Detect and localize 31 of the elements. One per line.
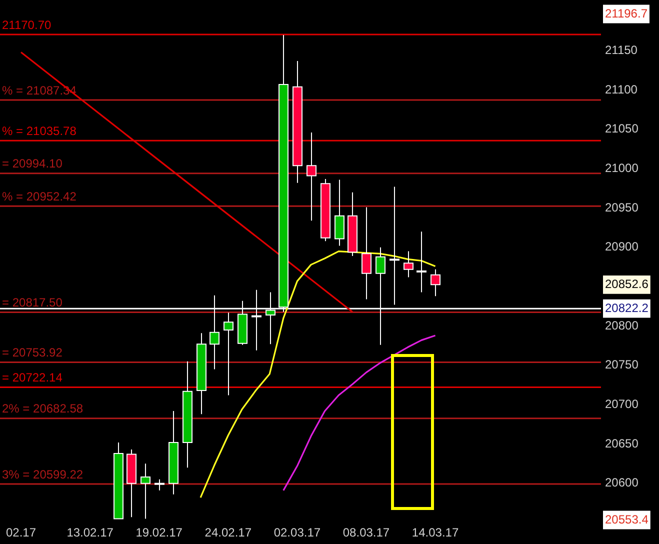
y-tick-label: 20700 — [605, 397, 639, 411]
x-tick-label: 02.17 — [6, 526, 36, 540]
x-tick-label: 13.02.17 — [66, 526, 114, 540]
x-tick-label: 02.03.17 — [274, 526, 321, 540]
ref-line-label: = 20817.50 — [2, 296, 63, 310]
y-tick-label: 20900 — [605, 240, 639, 254]
x-tick-label: 14.03.17 — [412, 526, 459, 540]
x-tick-label: 19.02.17 — [136, 526, 183, 540]
y-tick-label: 20600 — [605, 476, 639, 490]
ref-line-label: 3% = 20599.22 — [2, 467, 84, 482]
y-tick-label: 20650 — [605, 436, 639, 450]
y-tick-label: 20800 — [605, 318, 639, 332]
ref-line-label: 21170.70 — [2, 18, 52, 32]
y-tick-label: 20822.2 — [605, 300, 649, 315]
ref-line-label: % = 21035.78 — [2, 124, 77, 138]
ref-line-label: = 20722.14 — [2, 370, 63, 385]
y-tick-label: 21050 — [605, 122, 639, 136]
ref-line-label: = 20753.92 — [2, 346, 63, 360]
y-tick-label: 20852.6 — [605, 276, 649, 291]
y-tick-label: 21196.7 — [605, 6, 648, 20]
y-tick-label: 20950 — [605, 200, 639, 214]
ref-line-label: = 20994.10 — [2, 156, 63, 171]
ref-line-label: % = 20952.42 — [2, 189, 77, 204]
x-tick-label: 08.03.17 — [342, 526, 390, 540]
x-tick-label: 24.02.17 — [204, 526, 252, 540]
y-tick-label: 20750 — [605, 358, 639, 372]
y-tick-label: 21150 — [605, 43, 638, 58]
y-tick-label: 20553.4 — [605, 512, 649, 526]
y-tick-label: 21100 — [605, 82, 638, 96]
ref-line-label: 2% = 20682.58 — [2, 402, 84, 416]
y-tick-label: 21000 — [605, 161, 639, 176]
